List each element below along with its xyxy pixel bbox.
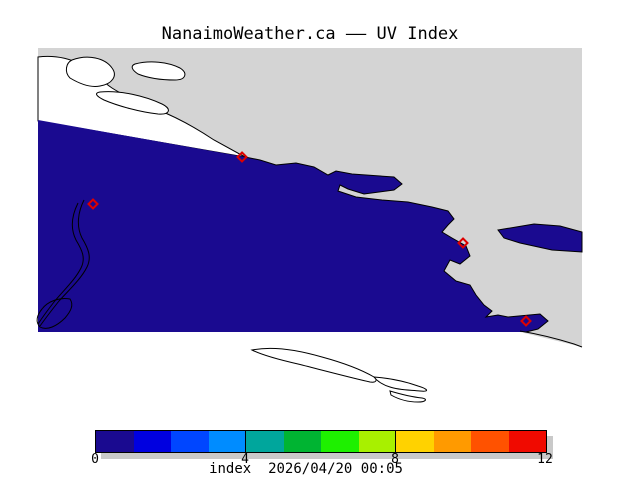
colorbar-tick-label: 0 <box>91 452 99 467</box>
colorbar-segment <box>471 431 509 452</box>
colorbar-segment <box>283 431 321 452</box>
colorbar-segment <box>171 431 209 452</box>
colorbar-segment <box>358 431 396 452</box>
coastline-bottom-right <box>519 330 583 348</box>
station-marker <box>520 315 532 327</box>
colorbar-segment <box>246 431 284 452</box>
station-marker <box>236 151 248 163</box>
colorbar-segment <box>133 431 171 452</box>
gulf-island-outline-long <box>250 347 377 383</box>
colorbar-tick-labels: 0 4 8 12 <box>0 452 640 467</box>
island-outline-3 <box>96 91 169 115</box>
colorbar-tick-label: 8 <box>391 452 399 467</box>
colorbar-caption: index 2026/04/20 00:05 <box>209 461 403 477</box>
colorbar-segment <box>433 431 471 452</box>
gulf-island-outline-fork-upper <box>372 376 427 392</box>
island-outline-1 <box>65 56 115 87</box>
colorbar-segment <box>396 431 434 452</box>
uv-domain-right-arm <box>497 223 583 253</box>
colorbar-segment <box>321 431 359 452</box>
colorbar <box>95 430 547 453</box>
island-coastline-hook <box>36 298 73 329</box>
island-outline-2 <box>131 61 186 81</box>
colorbar-segment <box>508 431 546 452</box>
uv-domain-fill <box>38 120 548 332</box>
station-markers <box>87 151 532 327</box>
island-coastline-inner <box>37 202 84 325</box>
island-coastline-outer <box>39 199 90 327</box>
colorbar-tick-label: 4 <box>241 452 249 467</box>
page-title: NanaimoWeather.ca —— UV Index <box>161 24 459 44</box>
gulf-island-outline-fork-lower <box>389 390 426 403</box>
colorbar-segment <box>96 431 134 452</box>
colorbar-tick-label: 12 <box>537 452 553 467</box>
colorbar-tick-line-8 <box>395 430 396 453</box>
colorbar-segment <box>208 431 246 452</box>
mainland-coastline <box>244 156 549 333</box>
station-marker <box>457 237 469 249</box>
land-bottom-right-tail <box>520 332 582 347</box>
station-marker <box>87 198 99 210</box>
colorbar-tick-line-4 <box>245 430 246 453</box>
